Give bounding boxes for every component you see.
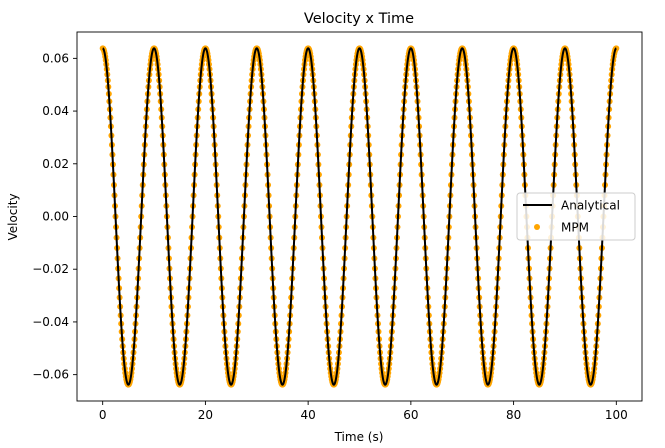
x-axis-label: Time (s) bbox=[334, 430, 384, 444]
chart-title: Velocity x Time bbox=[304, 11, 414, 27]
y-tick-label: 0.04 bbox=[42, 104, 69, 118]
y-tick-label: −0.02 bbox=[32, 262, 69, 276]
y-tick-label: 0.00 bbox=[42, 210, 69, 224]
y-tick-label: 0.02 bbox=[42, 157, 69, 171]
x-tick-label: 60 bbox=[403, 408, 418, 422]
y-tick-label: −0.04 bbox=[32, 315, 69, 329]
legend-mpm-swatch bbox=[534, 224, 540, 230]
y-tick-label: −0.06 bbox=[32, 368, 69, 382]
x-tick-label: 80 bbox=[506, 408, 521, 422]
x-tick-label: 20 bbox=[198, 408, 213, 422]
x-tick-label: 0 bbox=[99, 408, 107, 422]
legend: Analytical MPM bbox=[516, 192, 636, 241]
y-axis-label: Velocity bbox=[6, 193, 20, 240]
x-tick-label: 40 bbox=[300, 408, 315, 422]
x-tick-label: 100 bbox=[605, 408, 628, 422]
analytical-line-series bbox=[102, 47, 617, 386]
y-axis: −0.06 −0.04 −0.02 0.00 0.02 0.04 0.06 bbox=[32, 51, 77, 382]
x-axis: 0 20 40 60 80 100 bbox=[99, 401, 628, 422]
legend-mpm-label: MPM bbox=[561, 221, 589, 235]
legend-analytical-label: Analytical bbox=[561, 199, 620, 213]
y-tick-label: 0.06 bbox=[42, 51, 69, 65]
